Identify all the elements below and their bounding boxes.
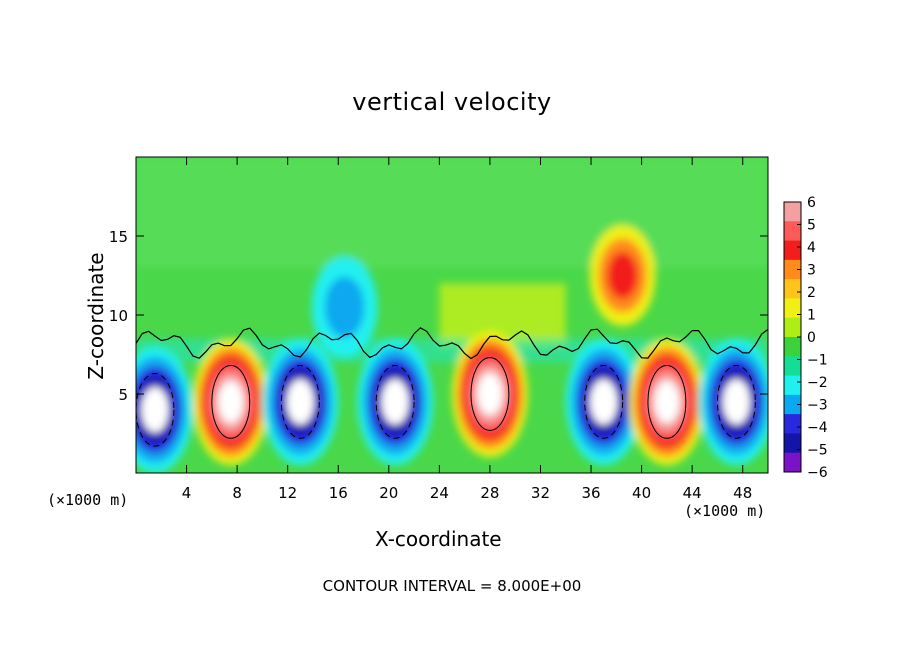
colorbar-tick-label: 3 <box>807 263 816 279</box>
x-tick-label: 12 <box>278 484 297 502</box>
band-upper <box>136 157 768 268</box>
feature-downdraft-6 <box>565 338 642 466</box>
colorbar-tick-label: −3 <box>807 398 828 414</box>
x-tick-label: 20 <box>379 484 398 502</box>
x-unit-left: (×1000 m) <box>47 491 129 509</box>
y-tick-label: 15 <box>109 228 128 246</box>
colorbar-swatch <box>784 433 801 454</box>
contour-interval-note: CONTOUR INTERVAL = 8.000E+00 <box>322 577 582 595</box>
colorbar-swatch <box>784 240 801 261</box>
contour-lines <box>136 327 768 447</box>
colorbar-tick-label: −1 <box>807 353 828 369</box>
feature-downdraft-2 <box>262 338 339 466</box>
feature-downdraft-1 <box>136 346 193 473</box>
feature-updraft-0 <box>192 338 269 466</box>
contour-downdraft-1 <box>136 372 175 447</box>
x-tick-label: 40 <box>632 484 651 502</box>
colorbar-tick-label: −5 <box>807 443 828 459</box>
colorbar-swatch <box>784 375 801 396</box>
colorbar-tick-label: −6 <box>807 465 828 481</box>
feature-updraft-5 <box>452 330 528 458</box>
feature-updraft-7 <box>628 338 705 466</box>
field-shading <box>136 157 768 473</box>
y-axis-label: Z-coordinate <box>84 252 108 380</box>
contour-downdraft-2 <box>280 365 320 439</box>
colorbar-tick-label: 4 <box>807 240 816 256</box>
colorbar-swatch <box>784 394 801 415</box>
x-tick-label: 4 <box>182 484 192 502</box>
contour-zero <box>136 327 768 360</box>
y-axis-ticks: 5 10 15 <box>109 228 768 404</box>
y-tick-label: 10 <box>109 307 128 325</box>
feature-downdraft-4 <box>311 256 378 358</box>
colorbar-swatch <box>784 317 801 338</box>
contour-downdraft-9 <box>716 365 756 439</box>
colorbar-swatch <box>784 356 801 377</box>
colorbar-tick-label: −2 <box>807 375 828 391</box>
x-tick-label: 8 <box>232 484 242 502</box>
colorbar-swatch <box>784 279 801 299</box>
x-tick-label: 28 <box>480 484 499 502</box>
colorbar-swatch <box>784 259 801 280</box>
contour-downdraft-6 <box>584 365 624 439</box>
colorbar-tick-label: 0 <box>807 330 816 346</box>
contour-updraft-5 <box>470 357 510 431</box>
x-tick-label: 32 <box>531 484 550 502</box>
colorbar-tick-label: 5 <box>807 218 816 234</box>
contour-downdraft-3 <box>375 365 415 439</box>
colorbar-swatch <box>784 337 801 357</box>
x-axis-label: X-coordinate <box>375 527 502 551</box>
colorbar-tick-label: −4 <box>807 420 828 436</box>
x-axis-ticks: 4 8 12 16 20 24 28 32 36 40 44 48 <box>182 157 752 502</box>
colorbar-tick-label: 6 <box>807 195 816 211</box>
colorbar-swatch <box>784 298 801 319</box>
contour-updraft-0 <box>211 365 251 439</box>
colorbar-tick-label: 1 <box>807 308 816 324</box>
colorbar-swatch <box>784 452 801 473</box>
colorbar-swatch <box>784 202 801 222</box>
colorbar: 6 5 4 3 2 1 0 −1 −2 −3 −4 −5 −6 <box>783 195 828 481</box>
x-tick-label: 16 <box>329 484 348 502</box>
y-tick-label: 5 <box>118 386 128 404</box>
colorbar-tick-label: 2 <box>807 285 816 301</box>
contour-updraft-7 <box>647 365 687 439</box>
chart-title: vertical velocity <box>352 88 552 116</box>
feature-updraft-8 <box>589 224 656 327</box>
x-tick-label: 48 <box>733 484 752 502</box>
feature-downdraft-9 <box>698 338 768 466</box>
x-unit-right: (×1000 m) <box>684 502 766 520</box>
x-tick-label: 36 <box>581 484 600 502</box>
colorbar-swatch <box>784 221 801 242</box>
colorbar-swatch <box>784 414 801 434</box>
feature-downdraft-3 <box>357 338 434 466</box>
x-tick-label: 24 <box>430 484 449 502</box>
x-tick-label: 44 <box>683 484 702 502</box>
heatmap-field <box>136 157 768 473</box>
